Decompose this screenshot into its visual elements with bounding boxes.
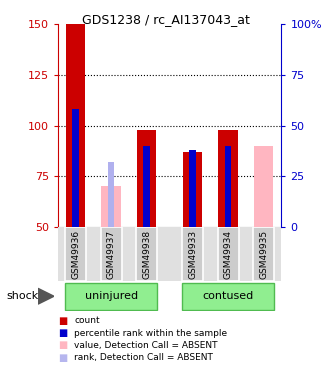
Bar bbox=[218, 227, 239, 281]
Text: ■: ■ bbox=[58, 316, 67, 326]
Text: GDS1238 / rc_AI137043_at: GDS1238 / rc_AI137043_at bbox=[81, 13, 250, 26]
Bar bbox=[101, 227, 121, 281]
Bar bbox=[182, 283, 274, 310]
Bar bbox=[65, 227, 86, 281]
Bar bbox=[183, 152, 203, 227]
Text: count: count bbox=[74, 316, 100, 325]
Text: GSM49936: GSM49936 bbox=[71, 230, 80, 279]
Bar bbox=[189, 150, 196, 227]
Text: GSM49937: GSM49937 bbox=[107, 230, 116, 279]
Bar bbox=[66, 24, 85, 227]
Bar bbox=[182, 227, 203, 281]
Bar bbox=[218, 130, 238, 227]
Text: shock: shock bbox=[7, 291, 39, 301]
Text: ■: ■ bbox=[58, 340, 67, 350]
Bar bbox=[101, 186, 121, 227]
Text: percentile rank within the sample: percentile rank within the sample bbox=[74, 328, 228, 338]
Text: GSM49934: GSM49934 bbox=[224, 230, 233, 279]
Text: uninjured: uninjured bbox=[84, 291, 138, 301]
Polygon shape bbox=[38, 288, 54, 304]
Bar bbox=[72, 110, 79, 227]
Text: ■: ■ bbox=[58, 353, 67, 363]
Text: ■: ■ bbox=[58, 328, 67, 338]
Bar bbox=[225, 146, 231, 227]
Bar bbox=[143, 146, 150, 227]
Bar bbox=[253, 227, 274, 281]
Text: rank, Detection Call = ABSENT: rank, Detection Call = ABSENT bbox=[74, 353, 213, 362]
Text: GSM49933: GSM49933 bbox=[188, 230, 197, 279]
Bar bbox=[137, 130, 156, 227]
Text: GSM49938: GSM49938 bbox=[142, 230, 151, 279]
Bar bbox=[65, 283, 157, 310]
Text: value, Detection Call = ABSENT: value, Detection Call = ABSENT bbox=[74, 341, 218, 350]
Bar bbox=[254, 146, 273, 227]
Text: contused: contused bbox=[203, 291, 254, 301]
Text: GSM49935: GSM49935 bbox=[259, 230, 268, 279]
Bar bbox=[136, 227, 157, 281]
Bar bbox=[108, 162, 114, 227]
